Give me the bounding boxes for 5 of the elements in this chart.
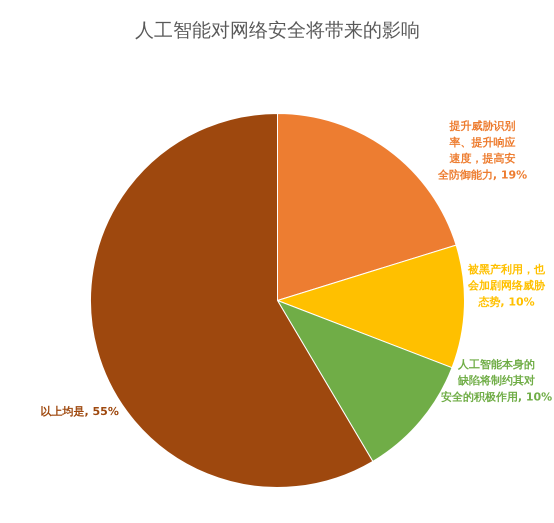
slice-label: 以上均是, 55% [40, 405, 119, 418]
chart-title: 人工智能对网络安全将带来的影响 [135, 20, 420, 42]
slice-label: 被黑产利用，也会加剧网络威胁态势, 10% [467, 262, 546, 308]
slice-label: 人工智能本身的缺陷将制约其对安全的积极作用, 10% [440, 358, 552, 404]
slice-label: 提升威胁识别率、提升响应速度，提高安全防御能力, 19% [436, 120, 528, 182]
